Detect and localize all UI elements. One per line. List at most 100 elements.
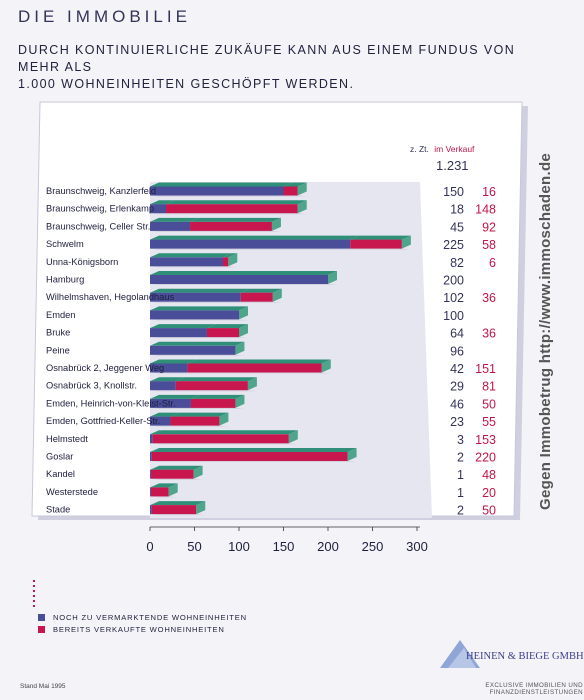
category-label: Stade [46, 505, 70, 515]
legend-swatch-red [38, 625, 45, 633]
column-header-highlight: im Verkauf [434, 144, 475, 154]
bar-remaining [150, 257, 223, 267]
bar-sold [151, 452, 348, 461]
x-tick-label: 300 [406, 539, 428, 554]
value-label-sold: 6 [489, 256, 496, 270]
company-name: HEINEN & BIEGE GMBH [466, 651, 584, 662]
bar-shadow [150, 372, 331, 374]
bar-sold-top [170, 412, 229, 417]
bar-sold-top [190, 394, 245, 399]
column-header-prefix: z. Zt. [410, 144, 429, 154]
bar-sold [170, 416, 220, 426]
bar-remaining [150, 398, 191, 408]
bar-end-face [235, 394, 245, 408]
tagline-line-1: EXCLUSIVE IMMOBILIEN UND [485, 682, 583, 689]
value-label-sold: 55 [482, 415, 496, 429]
bar-end-face [297, 200, 307, 214]
bar-end-face [193, 465, 203, 479]
bar-shadow [150, 301, 282, 303]
value-label-remaining: 1 [457, 486, 464, 500]
bar-shadow [150, 213, 307, 215]
category-label: Goslar [46, 452, 73, 462]
bar-end-face [239, 306, 248, 320]
category-label: Braunschweig, Celler Str. [46, 221, 150, 231]
legend-item-sold: BEREITS VERKAUFTE WOHNEINHEITEN [38, 623, 247, 635]
x-tick-label: 100 [228, 539, 250, 554]
value-label-sold: 58 [482, 238, 496, 252]
bar-remaining-top [150, 377, 185, 382]
category-label: Schwelm [46, 239, 84, 249]
bar-end-face [271, 217, 281, 231]
bar-remaining-top [150, 341, 245, 346]
bar-end-face [272, 288, 282, 302]
bar-remaining [150, 452, 152, 461]
bar-sold [166, 204, 298, 214]
bar-remaining-top [150, 483, 160, 488]
value-label-remaining: 225 [443, 238, 464, 252]
category-label: Braunschweig, Erlenkamp [46, 204, 154, 214]
value-label-sold: 50 [482, 504, 496, 518]
category-label: Osnabrück 3, Knollstr. [46, 381, 137, 391]
headline: DURCH KONTINUIERLICHE ZUKÄUFE KANN AUS E… [18, 42, 538, 93]
bar-sold [222, 257, 229, 267]
bar-remaining [150, 505, 152, 515]
bar-sold [190, 221, 272, 231]
bar-sold [190, 398, 236, 408]
bar-shadow [150, 461, 357, 462]
bar-end-face [321, 359, 331, 373]
value-label-remaining: 102 [443, 291, 464, 305]
value-label-remaining: 200 [443, 274, 464, 288]
value-label-sold: 36 [482, 291, 496, 305]
bar-end-face [297, 182, 307, 196]
bar-shadow [150, 407, 245, 409]
bar-remaining [150, 469, 151, 479]
category-label: Kandel [46, 469, 75, 479]
bar-remaining-top [150, 288, 250, 293]
bar-shadow [150, 284, 337, 285]
bar-end-face [288, 430, 298, 444]
watermark-text: Gegen Immobetrug http://www.immoschaden.… [537, 152, 554, 510]
bar-sold-top [151, 448, 357, 452]
bar-sold [240, 292, 273, 302]
bar-end-face [168, 483, 178, 497]
bar-sold-top [350, 235, 411, 240]
value-label-remaining: 45 [450, 220, 464, 234]
value-label-sold: 220 [475, 451, 496, 465]
value-label-sold: 81 [482, 380, 496, 394]
company-tagline: EXCLUSIVE IMMOBILIEN UND FINANZDIENSTLEI… [463, 682, 583, 696]
bar-sold-top [190, 217, 281, 222]
value-label-remaining: 82 [450, 256, 464, 270]
bar-sold-top [187, 359, 331, 364]
category-label: Hamburg [46, 275, 84, 285]
bar-end-face [247, 377, 257, 391]
value-label-remaining: 64 [450, 327, 464, 341]
bar-end-face [347, 448, 357, 461]
bar-sold-top [240, 288, 282, 293]
bar-shadow [150, 354, 245, 356]
bar-sold [152, 434, 289, 444]
category-label: Braunschweig, Kanzlerfeld [46, 186, 156, 196]
value-label-remaining: 23 [450, 415, 464, 429]
bar-remaining [150, 239, 351, 249]
bar-sold [187, 363, 322, 373]
value-label-remaining: 3 [457, 433, 464, 447]
bar-sold-top [175, 377, 257, 382]
tagline-line-2: FINANZDIENSTLEISTUNGEN [489, 689, 583, 696]
page-title: DIE IMMOBILIE [18, 7, 191, 26]
bar-sold-top [222, 253, 238, 258]
bar-shadow [150, 337, 248, 339]
category-label: Emden [46, 310, 75, 320]
value-label-remaining: 2 [457, 504, 464, 518]
bar-shadow [150, 248, 411, 250]
x-tick-label: 250 [362, 539, 384, 554]
bar-end-face [401, 235, 411, 249]
bar-remaining [150, 221, 191, 231]
bar-sold-top [206, 324, 248, 329]
category-label: Osnabrück 2, Jeggener Weg [46, 363, 164, 373]
value-label-sold: 153 [475, 433, 496, 447]
bar-remaining-top [150, 448, 161, 452]
value-label-remaining: 18 [450, 203, 464, 217]
bar-end-face [228, 253, 238, 267]
bar-sold-top [150, 483, 178, 488]
